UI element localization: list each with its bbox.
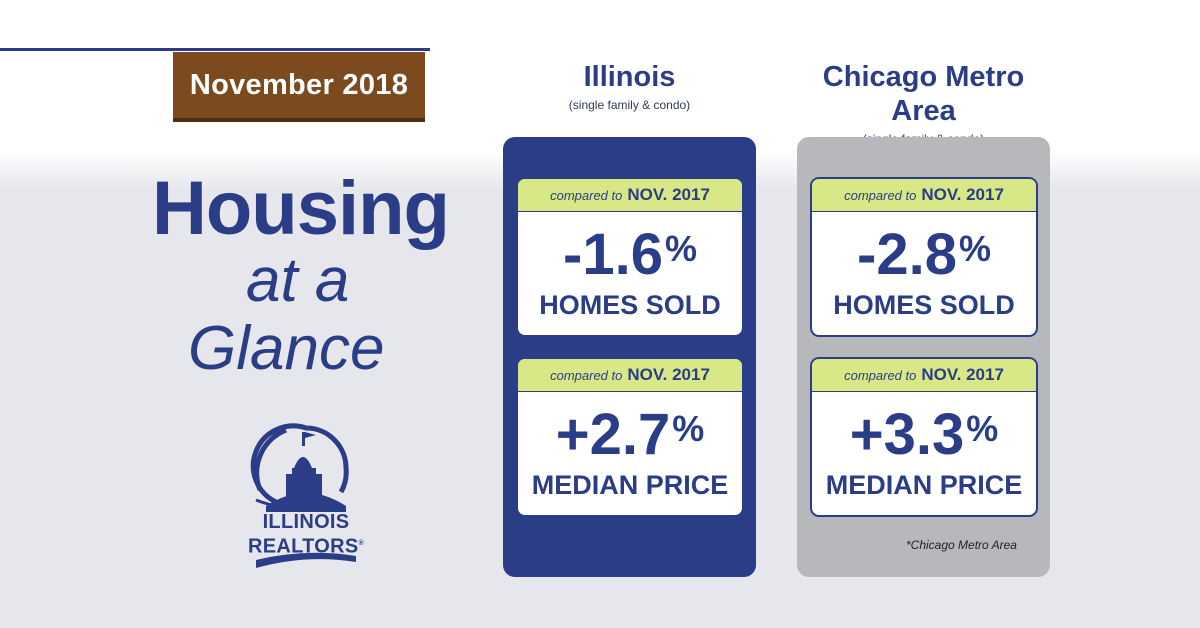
logo-line-2: REALTORS® (246, 533, 366, 558)
comparison-banner: compared to NOV. 2017 (812, 359, 1036, 392)
top-divider-line (0, 48, 430, 51)
chicago-title: Chicago Metro Area (822, 61, 1025, 127)
logo-wordmark: ILLINOIS REALTORS® (246, 512, 366, 558)
comparison-text: compared to (844, 187, 917, 203)
chicago-column-header: Chicago Metro Area (single family & cond… (797, 60, 1050, 146)
comparison-text: compared to (550, 187, 623, 203)
illinois-homes-sold-card: compared to NOV. 2017 -1.6% HOMES SOLD (516, 177, 744, 337)
comparison-text: compared to (844, 367, 917, 383)
registered-mark: ® (358, 540, 365, 547)
stat-number: +3.3 (849, 402, 965, 467)
stat-unit: % (958, 228, 991, 269)
stat-number: -2.8 (857, 222, 957, 287)
stat-unit: % (664, 228, 697, 269)
comparison-banner: compared to NOV. 2017 (518, 359, 742, 392)
comparison-period: NOV. 2017 (627, 365, 710, 384)
footnote: *Chicago Metro Area (906, 538, 1017, 552)
date-badge: November 2018 (173, 52, 425, 118)
comparison-period: NOV. 2017 (627, 185, 710, 204)
stat-value: -1.6% (518, 226, 742, 284)
illinois-subtitle: (single family & condo) (568, 98, 691, 112)
headline-line-2: at a (246, 246, 350, 315)
stat-value: +2.7% (518, 406, 742, 464)
capitol-dome-logo-icon (250, 423, 356, 568)
illinois-column-header: Illinois (single family & condo) (503, 60, 756, 112)
stat-label: HOMES SOLD (833, 290, 1015, 320)
stat-label: MEDIAN PRICE (531, 470, 729, 500)
chicago-homes-sold-card: compared to NOV. 2017 -2.8% HOMES SOLD (810, 177, 1038, 337)
comparison-period: NOV. 2017 (921, 365, 1004, 384)
stat-number: +2.7 (555, 402, 671, 467)
illinois-median-price-card: compared to NOV. 2017 +2.7% MEDIAN PRICE (516, 357, 744, 517)
logo-line-2-text: REALTORS (247, 535, 359, 558)
stat-value: +3.3% (812, 406, 1036, 464)
chicago-median-price-card: compared to NOV. 2017 +3.3% MEDIAN PRICE (810, 357, 1038, 517)
logo-line-1: ILLINOIS (262, 511, 350, 533)
chicago-panel: compared to NOV. 2017 -2.8% HOMES SOLD co… (797, 137, 1050, 577)
comparison-banner: compared to NOV. 2017 (518, 179, 742, 212)
stat-unit: % (672, 408, 705, 449)
illinois-panel: compared to NOV. 2017 -1.6% HOMES SOLD co… (503, 137, 756, 577)
comparison-period: NOV. 2017 (921, 185, 1004, 204)
comparison-text: compared to (550, 367, 623, 383)
illinois-title: Illinois (583, 61, 676, 93)
stat-label: MEDIAN PRICE (825, 470, 1023, 500)
comparison-banner: compared to NOV. 2017 (812, 179, 1036, 212)
stat-number: -1.6 (563, 222, 663, 287)
headline-line-3: Glance (188, 314, 385, 383)
headline: Housing at a Glance (150, 170, 470, 384)
stat-value: -2.8% (812, 226, 1036, 284)
stat-unit: % (966, 408, 999, 449)
stat-label: HOMES SOLD (539, 290, 721, 320)
headline-line-1: Housing (152, 166, 450, 251)
